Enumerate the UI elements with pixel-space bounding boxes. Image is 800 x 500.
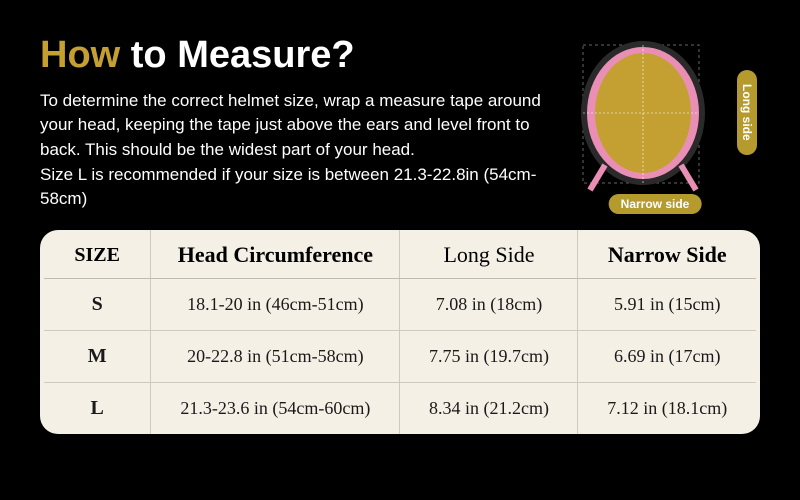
table-row: M 20-22.8 in (51cm-58cm) 7.75 in (19.7cm… xyxy=(44,331,756,383)
cell-size: S xyxy=(44,279,151,331)
description-text: To determine the correct helmet size, wr… xyxy=(40,89,545,212)
cell-long: 8.34 in (21.2cm) xyxy=(400,383,578,435)
text-block: How to Measure? To determine the correct… xyxy=(40,35,545,212)
cell-long: 7.08 in (18cm) xyxy=(400,279,578,331)
size-table: SIZE Head Circumference Long Side Narrow… xyxy=(44,230,756,434)
page-title: How to Measure? xyxy=(40,35,545,77)
cell-size: L xyxy=(44,383,151,435)
table-header-row: SIZE Head Circumference Long Side Narrow… xyxy=(44,230,756,279)
cell-circ: 18.1-20 in (46cm-51cm) xyxy=(151,279,400,331)
col-circumference: Head Circumference xyxy=(151,230,400,279)
cell-long: 7.75 in (19.7cm) xyxy=(400,331,578,383)
col-size: SIZE xyxy=(44,230,151,279)
long-side-label: Long side xyxy=(737,70,757,155)
cell-narrow: 6.69 in (17cm) xyxy=(578,331,756,383)
col-narrow-side: Narrow Side xyxy=(578,230,756,279)
top-section: How to Measure? To determine the correct… xyxy=(40,35,760,212)
cell-size: M xyxy=(44,331,151,383)
cell-narrow: 7.12 in (18.1cm) xyxy=(578,383,756,435)
helmet-icon xyxy=(565,35,725,195)
cell-circ: 20-22.8 in (51cm-58cm) xyxy=(151,331,400,383)
helmet-diagram: Long side Narrow side xyxy=(565,35,745,210)
table-row: S 18.1-20 in (46cm-51cm) 7.08 in (18cm) … xyxy=(44,279,756,331)
narrow-side-label: Narrow side xyxy=(609,194,702,214)
title-white: to Measure? xyxy=(131,34,355,76)
cell-circ: 21.3-23.6 in (54cm-60cm) xyxy=(151,383,400,435)
size-table-container: SIZE Head Circumference Long Side Narrow… xyxy=(40,230,760,434)
col-long-side: Long Side xyxy=(400,230,578,279)
table-row: L 21.3-23.6 in (54cm-60cm) 8.34 in (21.2… xyxy=(44,383,756,435)
cell-narrow: 5.91 in (15cm) xyxy=(578,279,756,331)
title-gold: How xyxy=(40,34,120,76)
